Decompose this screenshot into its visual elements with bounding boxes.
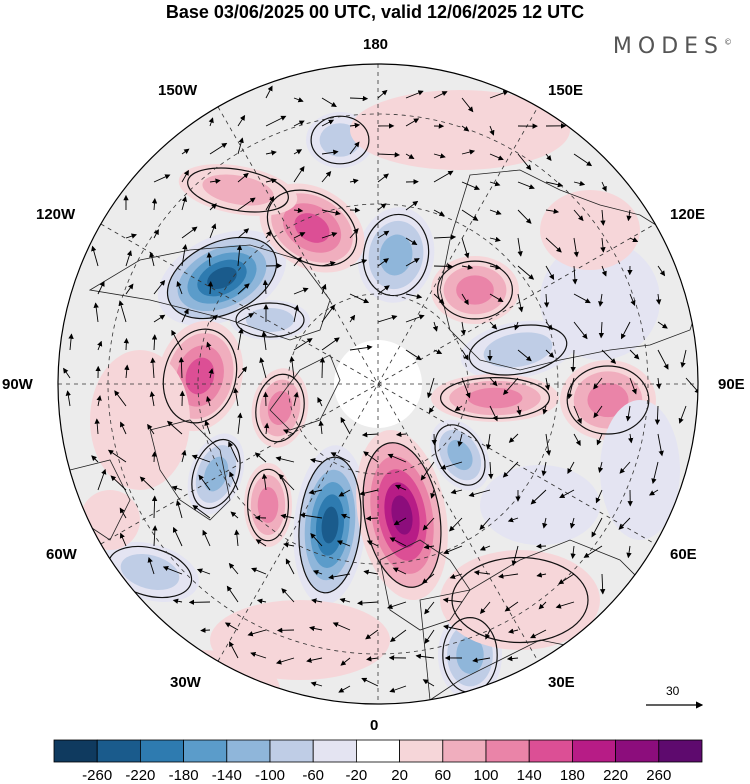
colorbar-swatch [227,740,270,762]
colorbar-swatch [313,740,356,762]
colorbar-swatch [356,740,399,762]
anomaly-cell [350,90,570,170]
colorbar-tick-label: -100 [255,767,285,784]
lon-label-180: 180 [363,36,388,53]
colorbar-tick-label: -180 [169,767,199,784]
colorbar-tick-label: 20 [391,767,408,784]
lon-label-120w: 120W [36,206,75,223]
wind-vector [154,452,155,462]
colorbar-tick-label: -220 [125,767,155,784]
colorbar-swatch [184,740,227,762]
colorbar-swatch [443,740,486,762]
colorbar-tick-label: -60 [302,767,324,784]
lon-label-90e: 90E [718,376,745,393]
colorbar-swatch [572,740,615,762]
colorbar [54,740,702,762]
wind-vector [126,339,127,350]
anomaly-cell [540,190,640,270]
reference-vector-label: 30 [666,684,679,698]
anomaly-cell [456,275,494,304]
colorbar-tick-label: -260 [82,767,112,784]
colorbar-swatch [400,740,443,762]
lon-label-120e: 120E [670,206,705,223]
colorbar-tick-label: -20 [346,767,368,784]
colorbar-swatch [54,740,97,762]
anomaly-cell [480,465,600,545]
wind-vector [322,358,323,378]
colorbar-swatch [140,740,183,762]
colorbar-swatch [486,740,529,762]
colorbar-swatch [270,740,313,762]
colorbar-swatch [616,740,659,762]
lon-label-60e: 60E [670,546,697,563]
lon-label-60w: 60W [46,546,77,563]
lon-label-30e: 30E [548,674,575,691]
lon-label-150w: 150W [158,82,197,99]
colorbar-swatch [97,740,140,762]
colorbar-tick-label: 100 [473,767,498,784]
colorbar-tick-label: 180 [560,767,585,784]
wind-vector [201,630,210,631]
lon-label-0: 0 [370,717,378,734]
colorbar-tick-label: 260 [646,767,671,784]
anomaly-cell [90,350,190,490]
anomaly-cell [468,388,523,409]
colorbar-swatch [529,740,572,762]
lon-label-150e: 150E [548,82,583,99]
colorbar-tick-label: 220 [603,767,628,784]
colorbar-tick-label: 60 [434,767,451,784]
colorbar-tick-label: -140 [212,767,242,784]
lon-label-90w: 90W [2,376,33,393]
colorbar-swatch [659,740,702,762]
anomaly-cell [246,308,294,332]
colorbar-tick-label: 140 [517,767,542,784]
lon-label-30w: 30W [170,674,201,691]
